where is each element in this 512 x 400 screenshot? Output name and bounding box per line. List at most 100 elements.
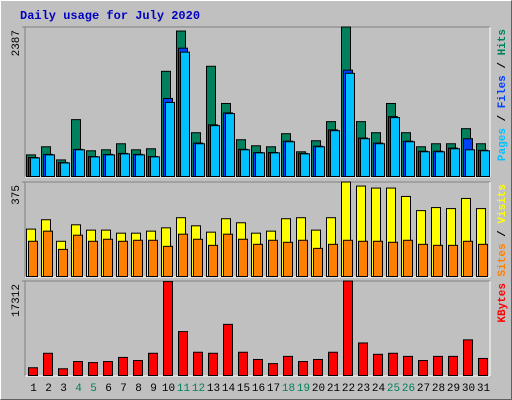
bar <box>345 72 355 177</box>
legend: Sites / Visits <box>497 184 509 276</box>
bar <box>150 156 160 178</box>
x-tick-label: 25 <box>387 383 400 395</box>
bar <box>30 157 40 178</box>
bar <box>238 351 248 376</box>
legend-separator: / <box>497 224 509 244</box>
bar <box>58 248 68 278</box>
bar <box>208 244 218 277</box>
bar <box>463 240 473 277</box>
bar <box>388 352 398 376</box>
bar <box>435 151 445 178</box>
bar <box>418 243 428 278</box>
x-tick-label: 14 <box>222 383 236 395</box>
bar <box>28 367 38 376</box>
bar <box>448 355 458 377</box>
legend-separator: / <box>497 55 509 75</box>
bar <box>298 361 308 377</box>
bar <box>210 125 220 178</box>
bar <box>315 146 325 177</box>
x-tick-label: 8 <box>135 383 142 395</box>
bar <box>178 233 188 277</box>
x-tick-label: 10 <box>162 383 175 395</box>
bar <box>478 243 488 278</box>
bar <box>223 233 233 277</box>
bar <box>193 238 203 277</box>
bar <box>418 360 428 377</box>
bar <box>420 151 430 178</box>
x-tick-label: 29 <box>447 383 460 395</box>
x-tick-label: 20 <box>312 383 325 395</box>
bar <box>178 331 188 377</box>
bar <box>103 361 113 377</box>
bar <box>73 361 83 377</box>
bar <box>463 339 473 377</box>
bar <box>358 342 368 376</box>
bar <box>133 239 143 277</box>
x-tick-label: 31 <box>477 383 491 395</box>
bar <box>148 352 158 376</box>
bar <box>253 358 263 377</box>
x-tick-label: 9 <box>150 383 157 395</box>
bar <box>238 238 248 277</box>
bar <box>313 247 323 278</box>
bar <box>390 117 400 177</box>
bar <box>118 240 128 277</box>
bar <box>330 130 340 177</box>
bar <box>358 240 368 277</box>
x-tick-label: 4 <box>75 383 82 395</box>
bar <box>343 239 353 277</box>
bar <box>328 351 338 376</box>
bar <box>360 138 370 178</box>
bar <box>118 356 128 376</box>
bar <box>283 355 293 377</box>
legend: KBytes <box>497 283 509 323</box>
y-tick-label: 375 <box>11 185 23 205</box>
bar <box>313 358 323 377</box>
x-tick-label: 2 <box>45 383 52 395</box>
bar <box>135 154 145 178</box>
chart-title: Daily usage for July 2020 <box>20 9 200 23</box>
bar <box>223 323 233 376</box>
bar <box>120 153 130 178</box>
bar <box>328 243 338 278</box>
bar <box>375 143 385 177</box>
legend: Pages / Files / Hits <box>497 29 509 161</box>
bar <box>193 351 203 376</box>
bar <box>43 352 53 376</box>
bar <box>433 355 443 377</box>
x-tick-label: 24 <box>372 383 386 395</box>
x-tick-label: 19 <box>297 383 310 395</box>
bar <box>165 101 175 177</box>
x-tick-label: 6 <box>105 383 112 395</box>
bar <box>270 152 280 178</box>
bar <box>208 352 218 376</box>
bar <box>403 355 413 377</box>
bar <box>253 243 263 278</box>
bar <box>58 368 68 376</box>
bar <box>405 141 415 177</box>
legend-entry: Sites <box>497 243 509 276</box>
bar <box>343 280 353 376</box>
x-tick-label: 7 <box>120 383 127 395</box>
x-tick-label: 30 <box>462 383 475 395</box>
x-tick-label: 22 <box>342 383 355 395</box>
x-tick-label: 26 <box>402 383 415 395</box>
legend-entry: Visits <box>497 184 509 224</box>
bar <box>403 239 413 277</box>
bar <box>88 240 98 277</box>
legend-entry: Pages <box>497 128 509 161</box>
x-tick-label: 17 <box>267 383 280 395</box>
bar <box>163 245 173 277</box>
legend-entry: Files <box>497 75 509 108</box>
bar <box>255 152 265 178</box>
bar <box>388 241 398 277</box>
x-tick-label: 28 <box>432 383 445 395</box>
bar <box>60 162 70 177</box>
bar <box>268 239 278 277</box>
x-tick-label: 21 <box>327 383 341 395</box>
bar <box>133 360 143 377</box>
x-tick-label: 12 <box>192 383 205 395</box>
x-tick-label: 3 <box>60 383 67 395</box>
x-tick-label: 16 <box>252 383 265 395</box>
bar <box>105 154 115 178</box>
